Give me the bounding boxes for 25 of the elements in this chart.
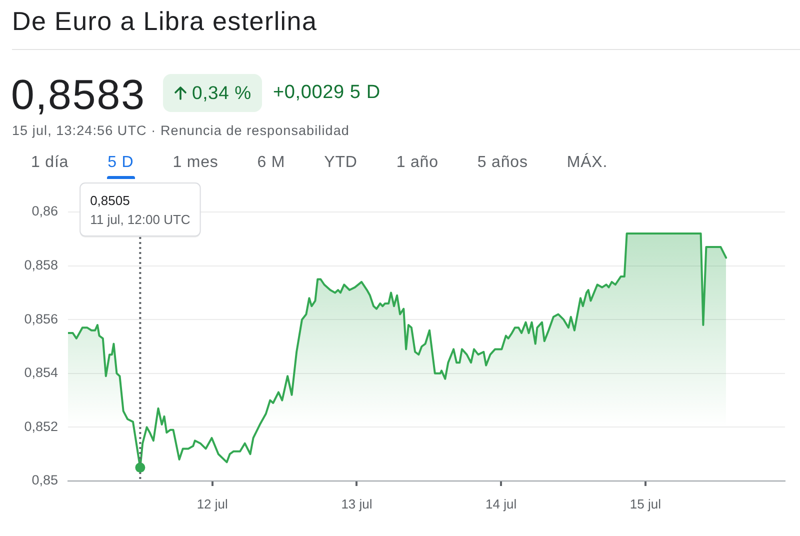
text: 5 D	[108, 154, 134, 171]
text: 6 M	[257, 154, 286, 171]
x-tick-label: 12 jul	[196, 496, 228, 512]
chart-title: De Euro a Libra esterlina	[12, 6, 318, 36]
text: 0,34 %	[192, 82, 252, 102]
x-tick-label: 14 jul	[486, 496, 517, 512]
x-tick-label: 15 jul	[630, 496, 662, 512]
text: 15 jul, 13:24:56 UTC · Renuncia de responsabilidad	[12, 122, 350, 138]
y-tick-label: 0,86	[32, 204, 58, 219]
text: 1 año	[396, 154, 438, 171]
text: 1 mes	[172, 154, 218, 171]
text: MÁX.	[566, 154, 608, 171]
y-tick-label: 0,856	[24, 311, 58, 326]
text: 1 día	[31, 154, 69, 171]
y-tick-label: 0,854	[24, 365, 58, 380]
y-tick-label: 0,85	[32, 472, 58, 488]
text: 0,8505	[90, 193, 130, 208]
text: +0,0029 5 D	[273, 82, 380, 103]
y-tick-label: 0,858	[24, 258, 58, 273]
annotation: 11 jul, 12:00 UTC	[90, 212, 190, 227]
text: YTD	[324, 154, 358, 171]
x-tick-label: 13 jul	[341, 496, 372, 512]
text: 5 años	[477, 154, 528, 171]
y-tick-label: 0,852	[24, 418, 58, 434]
text: 0,8583	[11, 71, 146, 118]
